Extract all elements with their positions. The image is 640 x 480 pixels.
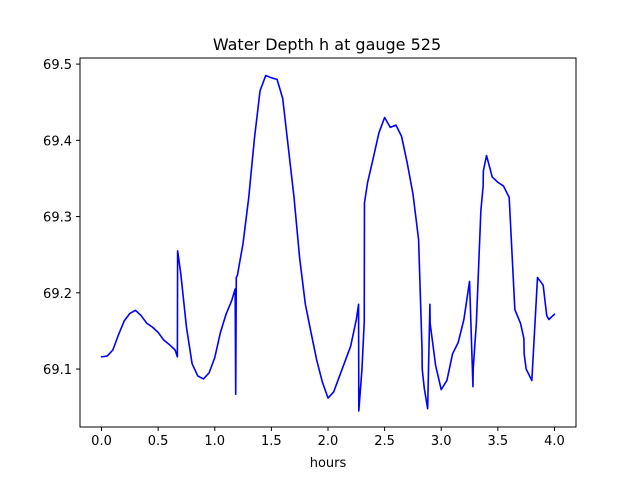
x-tick-label: 4.0: [544, 434, 565, 449]
y-tick-label: 69.3: [43, 211, 72, 226]
x-tick-label: 3.5: [488, 434, 509, 449]
series-line-0: [100, 74, 556, 412]
x-tick-label: 0.5: [148, 434, 169, 449]
chart-title: Water Depth h at gauge 525: [213, 35, 441, 54]
y-tick-label: 69.5: [43, 58, 72, 73]
data-marks: [100, 74, 556, 412]
axes: 0.0 0.5 1.0 1.5 2.0 2.5 3.0 3.5 4.0 69.1 69.2 69.3 6…: [43, 57, 577, 449]
x-tick-label: 1.5: [261, 434, 282, 449]
y-tick-label: 69.4: [43, 134, 72, 149]
plot-area: [80, 58, 576, 427]
y-tick-label: 69.2: [43, 287, 72, 302]
x-tick-label: 1.0: [204, 434, 225, 449]
x-tick-label: 3.0: [431, 434, 452, 449]
y-tick-label: 69.1: [43, 363, 72, 378]
x-axis-title: hours: [310, 456, 347, 471]
x-tick-label: 2.5: [374, 434, 395, 449]
x-tick-label: 0.0: [91, 434, 112, 449]
x-tick-label: 2.0: [318, 434, 339, 449]
